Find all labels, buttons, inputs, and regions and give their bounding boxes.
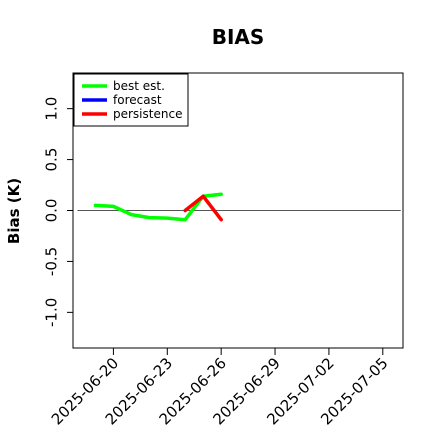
y-tick-label: -1.0 (42, 298, 60, 327)
y-axis-label: Bias (K) (5, 178, 23, 244)
chart-title: BIAS (212, 25, 265, 49)
legend-label-best-est: best est. (113, 79, 165, 93)
y-tick-label: 1.0 (42, 97, 60, 121)
legend-label-forecast: forecast (113, 93, 162, 107)
y-tick-label: 0.5 (42, 148, 60, 172)
series-line-persistence (183, 194, 223, 222)
legend-label-persistence: persistence (113, 107, 182, 121)
y-tick-label: 0.0 (42, 199, 60, 223)
y-tick-label: -0.5 (42, 247, 60, 276)
